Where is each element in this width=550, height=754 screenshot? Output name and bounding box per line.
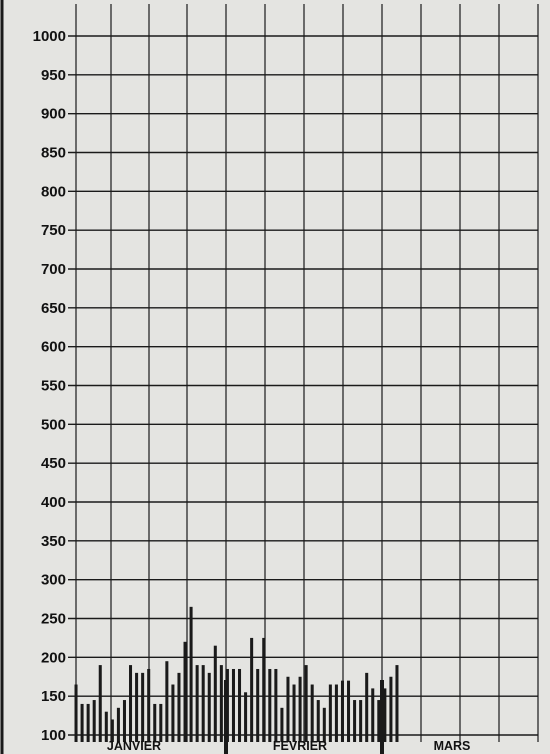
bar xyxy=(274,668,278,742)
bar xyxy=(177,672,181,742)
y-tick-label: 150 xyxy=(41,688,66,705)
bar xyxy=(371,688,375,742)
y-tick-label: 900 xyxy=(41,106,66,123)
bar xyxy=(141,672,145,742)
y-tick-label: 450 xyxy=(41,455,66,472)
bar xyxy=(219,665,223,742)
bar xyxy=(207,672,211,742)
bar xyxy=(122,700,126,742)
bar xyxy=(334,684,338,742)
bar xyxy=(347,680,351,742)
y-tick-label: 500 xyxy=(41,416,66,433)
bar xyxy=(74,684,78,742)
month-label: JANVIER xyxy=(107,739,161,753)
bar xyxy=(395,665,399,742)
y-tick-label: 250 xyxy=(41,611,66,628)
y-tick-label: 550 xyxy=(41,378,66,395)
bar xyxy=(377,700,381,742)
bar xyxy=(147,668,151,742)
y-axis-labels: 100 150 200 250 300 350 400 450 500 550 600 650 700 7… xyxy=(33,28,66,744)
bar xyxy=(316,700,320,742)
x-axis-labels: JANVIER FEVRIER MARS xyxy=(107,739,471,753)
bar xyxy=(225,668,229,742)
bar xyxy=(322,707,326,742)
y-tick-label: 600 xyxy=(41,339,66,356)
bar xyxy=(268,668,272,742)
bar xyxy=(159,703,163,742)
bar xyxy=(304,665,308,742)
bar xyxy=(292,684,296,742)
y-tick-label: 650 xyxy=(41,300,66,317)
bar xyxy=(80,703,84,742)
bar xyxy=(171,684,175,742)
y-tick-label: 1000 xyxy=(33,28,66,45)
y-tick-label: 350 xyxy=(41,533,66,550)
y-tick-label: 100 xyxy=(41,727,66,744)
bar xyxy=(328,684,332,742)
bar xyxy=(104,711,108,742)
bar xyxy=(116,707,120,742)
bar xyxy=(213,645,217,742)
bar xyxy=(189,606,193,742)
bar xyxy=(250,637,254,742)
bar xyxy=(340,680,344,742)
bar xyxy=(98,665,102,742)
bar xyxy=(298,676,302,742)
y-tick-label: 750 xyxy=(41,222,66,239)
y-tick-label: 700 xyxy=(41,261,66,278)
bar xyxy=(262,637,266,742)
bar xyxy=(359,700,363,742)
bar xyxy=(286,676,290,742)
bars xyxy=(74,606,399,742)
y-tick-label: 850 xyxy=(41,145,66,162)
bar xyxy=(389,676,393,742)
bar xyxy=(256,668,260,742)
bar xyxy=(195,665,199,742)
bar xyxy=(135,672,139,742)
bar xyxy=(129,665,133,742)
bar xyxy=(153,703,157,742)
y-tick-label: 400 xyxy=(41,494,66,511)
bar xyxy=(183,641,187,742)
bar xyxy=(92,700,96,742)
bar xyxy=(280,707,284,742)
bar xyxy=(244,692,248,742)
bar xyxy=(201,665,205,742)
bar xyxy=(238,668,242,742)
month-label: MARS xyxy=(434,739,471,753)
bar xyxy=(365,672,369,742)
bar xyxy=(310,684,314,742)
bar xyxy=(110,719,114,742)
bar xyxy=(165,661,169,742)
month-label: FEVRIER xyxy=(273,739,327,753)
y-tick-label: 300 xyxy=(41,572,66,589)
y-tick-label: 200 xyxy=(41,649,66,666)
bar xyxy=(383,688,387,742)
y-tick-label: 950 xyxy=(41,67,66,84)
bar xyxy=(86,703,90,742)
y-tick-label: 800 xyxy=(41,183,66,200)
bar xyxy=(353,700,357,742)
bar xyxy=(231,668,235,742)
